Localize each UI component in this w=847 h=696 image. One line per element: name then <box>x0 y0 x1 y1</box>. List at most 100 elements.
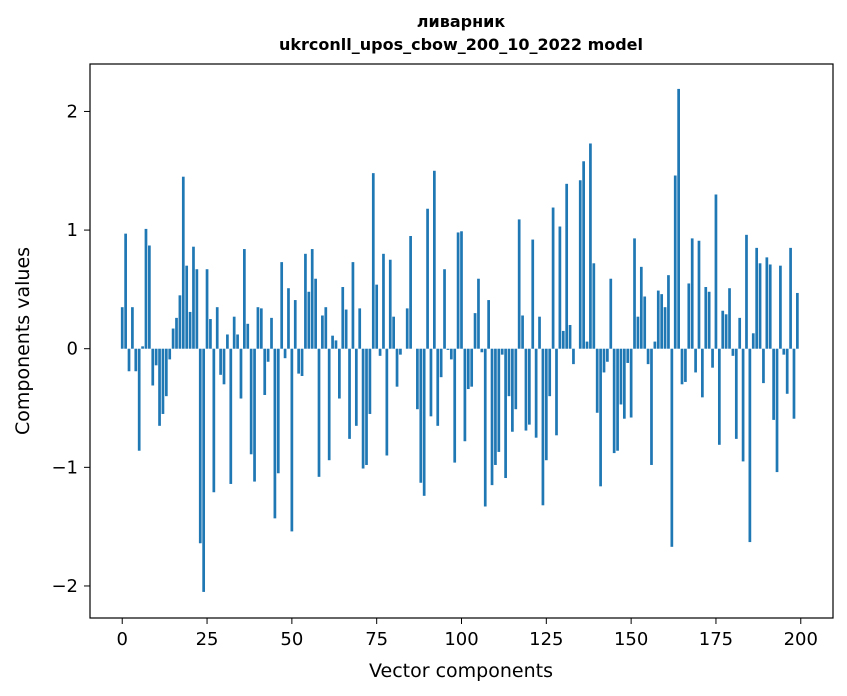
bar <box>646 348 650 365</box>
bar <box>232 316 236 349</box>
bar <box>745 234 748 349</box>
bar <box>348 348 351 439</box>
bar <box>717 348 721 445</box>
bar <box>395 348 399 387</box>
x-axis-label: Vector components <box>369 660 553 682</box>
bar <box>181 176 185 349</box>
bar <box>256 307 260 349</box>
bar <box>548 348 552 397</box>
bar <box>307 291 311 349</box>
bar <box>524 348 528 431</box>
bar <box>609 278 613 349</box>
x-tick-label: 200 <box>784 629 818 650</box>
bar <box>212 348 216 493</box>
bar <box>263 348 267 395</box>
bar <box>741 348 745 462</box>
bar <box>239 348 243 399</box>
bar <box>544 348 548 461</box>
bar <box>276 348 280 474</box>
bar <box>731 348 735 356</box>
bar <box>728 288 731 349</box>
bar <box>439 348 443 378</box>
bar <box>531 239 535 349</box>
bar <box>192 246 195 349</box>
bar <box>304 253 307 349</box>
bar <box>300 348 304 376</box>
bar <box>202 348 206 592</box>
bar <box>663 307 667 349</box>
bar <box>365 348 368 465</box>
bar <box>796 292 799 349</box>
bar <box>687 283 691 349</box>
bar <box>168 348 172 360</box>
bars-group <box>120 88 799 592</box>
x-axis-ticks: 0 25 50 75 100 125 150 175 200 <box>117 618 818 650</box>
y-tick-label: −1 <box>51 457 78 478</box>
bar <box>578 180 582 349</box>
bar <box>504 348 507 479</box>
bar <box>592 263 596 349</box>
bar <box>622 348 626 419</box>
bar <box>317 348 321 477</box>
bar <box>137 348 141 451</box>
bar <box>124 233 127 349</box>
bar <box>782 348 786 355</box>
bar <box>521 315 524 349</box>
bar <box>198 348 202 544</box>
bar <box>385 348 389 456</box>
bar <box>694 348 697 373</box>
bar <box>721 310 725 349</box>
bar <box>287 288 290 349</box>
bar <box>473 313 477 349</box>
bar <box>762 348 765 384</box>
bar <box>171 328 175 349</box>
bar <box>483 348 487 507</box>
bar <box>670 348 674 547</box>
bar <box>582 161 585 349</box>
bar <box>266 348 270 362</box>
bar <box>466 348 470 390</box>
bar <box>382 253 385 349</box>
bar <box>131 307 134 349</box>
bar <box>178 295 182 349</box>
bar <box>188 311 192 349</box>
bar <box>399 348 402 355</box>
bar <box>409 236 412 349</box>
bar <box>555 348 558 436</box>
bar <box>416 348 419 410</box>
bar <box>684 348 687 382</box>
bar <box>195 269 199 349</box>
bar <box>270 317 273 349</box>
bar <box>158 348 161 426</box>
bar <box>551 207 555 349</box>
bar <box>297 348 300 374</box>
bar <box>164 348 168 397</box>
bar <box>565 183 569 349</box>
y-axis-label: Components values <box>12 247 34 435</box>
bar <box>327 348 331 461</box>
bar <box>463 348 467 442</box>
bar <box>643 296 647 349</box>
bar <box>219 348 222 375</box>
y-tick-label: 2 <box>67 101 78 122</box>
bar <box>660 294 664 349</box>
bar <box>561 330 565 349</box>
bar <box>388 259 392 349</box>
x-tick-label: 25 <box>196 629 219 650</box>
bar <box>229 348 233 484</box>
bar <box>477 278 480 349</box>
bar <box>707 291 711 349</box>
bar <box>273 348 277 519</box>
bar <box>422 348 426 496</box>
bar <box>154 348 158 366</box>
bar <box>758 263 762 349</box>
bar <box>785 348 789 394</box>
bar <box>392 316 395 349</box>
bar <box>460 231 463 349</box>
bar <box>280 262 284 349</box>
bar <box>711 348 714 368</box>
bar <box>338 348 341 399</box>
bar <box>636 316 640 349</box>
bar <box>449 348 453 360</box>
